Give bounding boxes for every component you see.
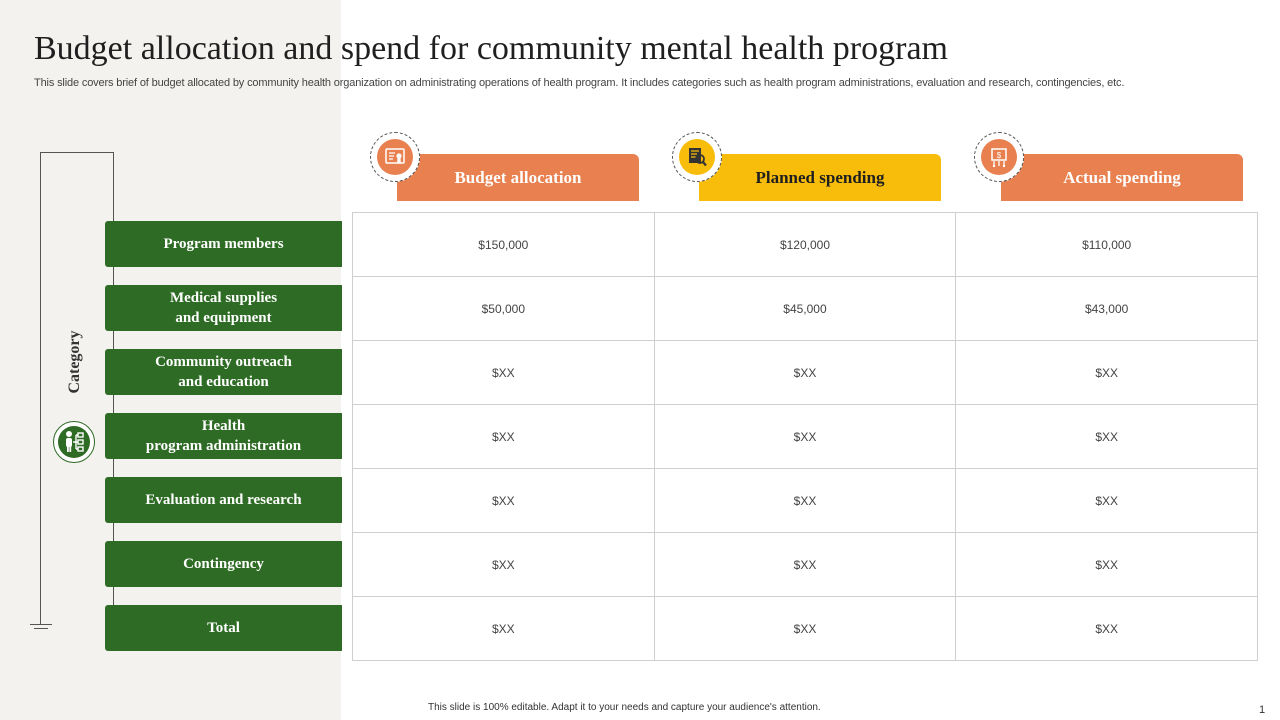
table-row: $XX $XX $XX xyxy=(352,404,1258,469)
row-label-evaluation-research: Evaluation and research xyxy=(105,477,342,523)
table-row: $XX $XX $XX xyxy=(352,532,1258,597)
table-cell: $XX xyxy=(955,468,1258,533)
table-cell: $XX xyxy=(352,596,655,661)
row-label-health-program-administration: Health program administration xyxy=(105,413,342,459)
column-header-planned-spending: Planned spending xyxy=(699,154,941,201)
column-icon-badge-planned xyxy=(672,132,722,182)
row-label-contingency: Contingency xyxy=(105,541,342,587)
table-cell: $XX xyxy=(352,532,655,597)
row-label-total: Total xyxy=(105,605,342,651)
table-cell: $XX xyxy=(955,596,1258,661)
budget-table: $150,000 $120,000 $110,000 $50,000 $45,0… xyxy=(352,212,1258,661)
table-cell: $XX xyxy=(955,404,1258,469)
bracket-foot-line xyxy=(34,628,48,629)
table-cell: $120,000 xyxy=(653,212,957,277)
column-header-budget-allocation: Budget allocation xyxy=(397,154,639,201)
table-cell: $XX xyxy=(352,404,655,469)
row-label-community-outreach: Community outreach and education xyxy=(105,349,342,395)
table-row: $XX $XX $XX xyxy=(352,596,1258,661)
org-chart-person-icon xyxy=(66,431,84,452)
certificate-icon xyxy=(385,148,405,164)
table-cell: $XX xyxy=(955,340,1258,405)
table-cell: $XX xyxy=(653,340,957,405)
table-cell: $110,000 xyxy=(955,212,1258,277)
category-label: Category xyxy=(66,326,84,398)
column-icon-badge-actual: $ xyxy=(974,132,1024,182)
row-label-program-members: Program members xyxy=(105,221,342,267)
bracket-foot-line xyxy=(30,624,52,625)
column-header-actual-spending: Actual spending xyxy=(1001,154,1243,201)
table-row: $XX $XX $XX xyxy=(352,468,1258,533)
slide-title: Budget allocation and spend for communit… xyxy=(34,30,948,67)
document-search-icon xyxy=(689,148,707,167)
table-row: $150,000 $120,000 $110,000 xyxy=(352,212,1258,277)
table-cell: $XX xyxy=(653,596,957,661)
category-icon-badge xyxy=(53,421,95,463)
slide-subtitle: This slide covers brief of budget alloca… xyxy=(34,77,1125,89)
money-bag-icon: $ xyxy=(991,148,1007,168)
table-cell: $XX xyxy=(352,340,655,405)
table-cell: $XX xyxy=(653,404,957,469)
table-cell: $45,000 xyxy=(653,276,957,341)
table-cell: $XX xyxy=(352,468,655,533)
table-row: $XX $XX $XX xyxy=(352,340,1258,405)
table-cell: $50,000 xyxy=(352,276,655,341)
table-row: $50,000 $45,000 $43,000 xyxy=(352,276,1258,341)
table-cell: $43,000 xyxy=(955,276,1258,341)
column-icon-badge-budget xyxy=(370,132,420,182)
table-cell: $XX xyxy=(955,532,1258,597)
table-cell: $XX xyxy=(653,468,957,533)
svg-text:$: $ xyxy=(997,151,1002,160)
page-number: 1 xyxy=(1259,704,1266,716)
footer-note: This slide is 100% editable. Adapt it to… xyxy=(428,702,821,713)
table-cell: $XX xyxy=(653,532,957,597)
row-label-medical-supplies: Medical supplies and equipment xyxy=(105,285,342,331)
table-cell: $150,000 xyxy=(352,212,655,277)
